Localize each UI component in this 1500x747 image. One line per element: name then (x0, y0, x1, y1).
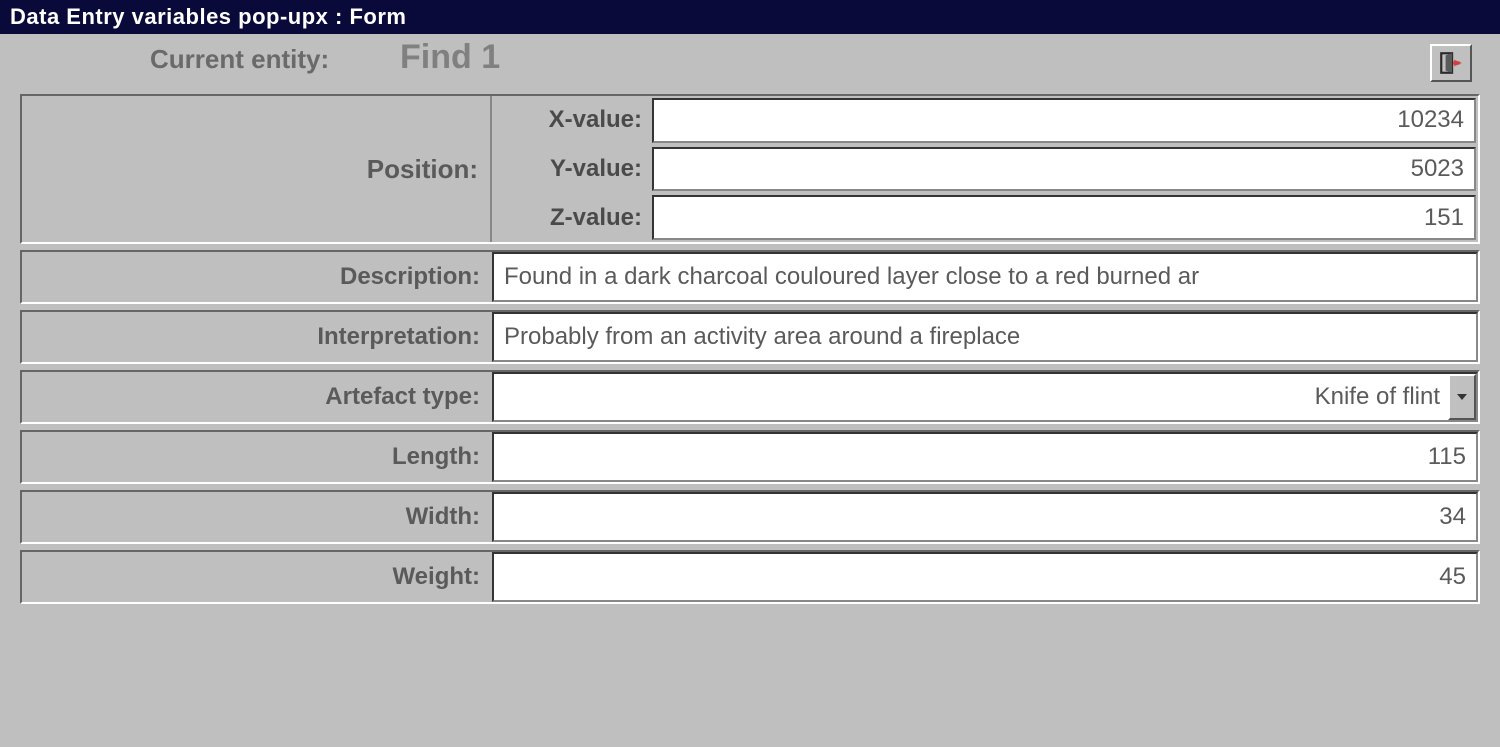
z-value-input[interactable] (654, 197, 1474, 238)
dropdown-arrow-button[interactable] (1448, 374, 1476, 420)
interpretation-label: Interpretation: (22, 312, 492, 362)
y-value-label: Y-value: (492, 145, 652, 194)
position-group-label: Position: (22, 96, 492, 242)
description-input[interactable] (492, 252, 1478, 302)
form-window: Data Entry variables pop-upx : Form Curr… (0, 0, 1500, 747)
current-entity-label: Current entity: (150, 44, 329, 75)
x-value-input[interactable] (654, 100, 1474, 141)
description-row: Description: (20, 250, 1480, 304)
chevron-down-icon (1456, 393, 1468, 401)
y-value-input[interactable] (654, 149, 1474, 190)
form-body: Position: X-value: Y-value: Z-value: Des… (0, 94, 1500, 604)
weight-label: Weight: (22, 552, 492, 602)
description-label: Description: (22, 252, 492, 302)
width-input[interactable] (492, 492, 1478, 542)
length-label: Length: (22, 432, 492, 482)
length-input[interactable] (492, 432, 1478, 482)
exit-door-icon (1438, 50, 1464, 76)
artefact-type-value: Knife of flint (494, 374, 1448, 420)
artefact-type-select[interactable]: Knife of flint (492, 372, 1478, 422)
z-value-label: Z-value: (492, 193, 652, 242)
header: Current entity: Find 1 (0, 34, 1500, 94)
artefact-type-label: Artefact type: (22, 372, 492, 422)
interpretation-input[interactable] (492, 312, 1478, 362)
position-sublabels: X-value: Y-value: Z-value: (492, 96, 652, 242)
weight-input[interactable] (492, 552, 1478, 602)
artefact-type-row: Artefact type: Knife of flint (20, 370, 1480, 424)
length-row: Length: (20, 430, 1480, 484)
x-value-label: X-value: (492, 96, 652, 145)
close-form-button[interactable] (1430, 44, 1472, 82)
current-entity-value: Find 1 (400, 38, 500, 77)
interpretation-row: Interpretation: (20, 310, 1480, 364)
width-label: Width: (22, 492, 492, 542)
weight-row: Weight: (20, 550, 1480, 604)
width-row: Width: (20, 490, 1480, 544)
position-values (652, 96, 1478, 242)
titlebar: Data Entry variables pop-upx : Form (0, 0, 1500, 34)
window-title: Data Entry variables pop-upx : Form (10, 4, 406, 30)
position-group: Position: X-value: Y-value: Z-value: (20, 94, 1480, 244)
